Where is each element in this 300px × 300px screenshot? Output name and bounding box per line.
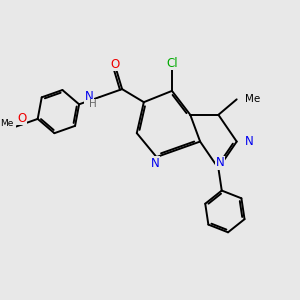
Text: O: O bbox=[17, 112, 26, 125]
Text: O: O bbox=[110, 58, 120, 70]
Text: N: N bbox=[244, 135, 253, 148]
Text: H: H bbox=[89, 99, 97, 109]
Text: N: N bbox=[215, 156, 224, 169]
Text: Me: Me bbox=[1, 119, 14, 128]
Text: N: N bbox=[85, 90, 93, 103]
Text: Me: Me bbox=[244, 94, 260, 104]
Text: N: N bbox=[151, 157, 160, 170]
Text: Cl: Cl bbox=[166, 57, 178, 70]
